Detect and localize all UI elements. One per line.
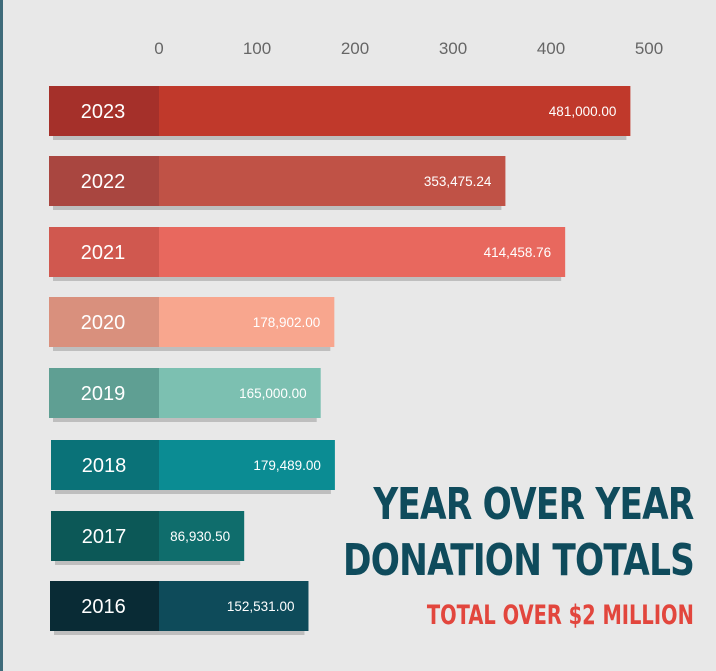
- bar-group: 2022 353,475.24: [49, 156, 506, 210]
- x-axis-ticks: 0 100 200 300 400 500: [154, 39, 663, 58]
- bar-shadow: [53, 204, 502, 210]
- year-box: [50, 581, 159, 631]
- data-label: 178,902.00: [253, 315, 321, 330]
- year-box: [49, 156, 159, 206]
- bar-group: 2023 481,000.00: [49, 86, 631, 140]
- x-tick-label: 400: [537, 39, 565, 58]
- category-label: 2021: [81, 242, 126, 264]
- bar-shadow: [53, 134, 627, 140]
- bar-shadow: [54, 629, 305, 635]
- bar-group: 2021 414,458.76: [49, 227, 566, 281]
- x-tick-label: 100: [243, 39, 271, 58]
- chart-title-line-1: YEAR OVER YEAR: [373, 479, 695, 530]
- year-box: [49, 86, 159, 136]
- bars: 2023 481,000.00 2022 353,475.24 2021 414,458.…: [49, 86, 631, 635]
- chart-subtitle: TOTAL OVER $2 MILLION: [426, 600, 694, 631]
- data-label: 152,531.00: [227, 599, 295, 614]
- bar-shadow: [53, 345, 331, 351]
- category-label: 2019: [81, 383, 126, 405]
- year-box: [51, 440, 159, 490]
- year-box: [49, 227, 159, 277]
- year-box: [49, 368, 159, 418]
- chart-title-line-2: DONATION TOTALS: [342, 535, 695, 586]
- data-label: 414,458.76: [484, 245, 552, 260]
- data-label: 179,489.00: [253, 458, 321, 473]
- bar-shadow: [53, 416, 317, 422]
- category-label: 2020: [81, 312, 126, 334]
- bar-group: 2016 152,531.00: [50, 581, 309, 635]
- bar-group: 2017 86,930.50: [51, 511, 245, 565]
- x-tick-label: 0: [154, 39, 163, 58]
- data-label: 165,000.00: [239, 386, 307, 401]
- bar-shadow: [55, 559, 241, 565]
- category-label: 2016: [81, 596, 126, 618]
- category-label: 2017: [82, 526, 127, 548]
- data-label: 86,930.50: [170, 529, 230, 544]
- x-tick-label: 500: [635, 39, 663, 58]
- year-box: [49, 297, 159, 347]
- x-tick-label: 200: [341, 39, 369, 58]
- x-tick-label: 300: [439, 39, 467, 58]
- category-label: 2018: [82, 455, 127, 477]
- category-label: 2022: [81, 171, 126, 193]
- bar-group: 2020 178,902.00: [49, 297, 335, 351]
- data-label: 353,475.24: [424, 174, 492, 189]
- left-edge-strip: [0, 0, 3, 671]
- bar-shadow: [53, 275, 562, 281]
- bar-shadow: [55, 488, 331, 494]
- bar-group: 2018 179,489.00: [51, 440, 335, 494]
- category-label: 2023: [81, 101, 126, 123]
- bar-group: 2019 165,000.00: [49, 368, 321, 422]
- year-box: [51, 511, 159, 561]
- data-label: 481,000.00: [549, 104, 617, 119]
